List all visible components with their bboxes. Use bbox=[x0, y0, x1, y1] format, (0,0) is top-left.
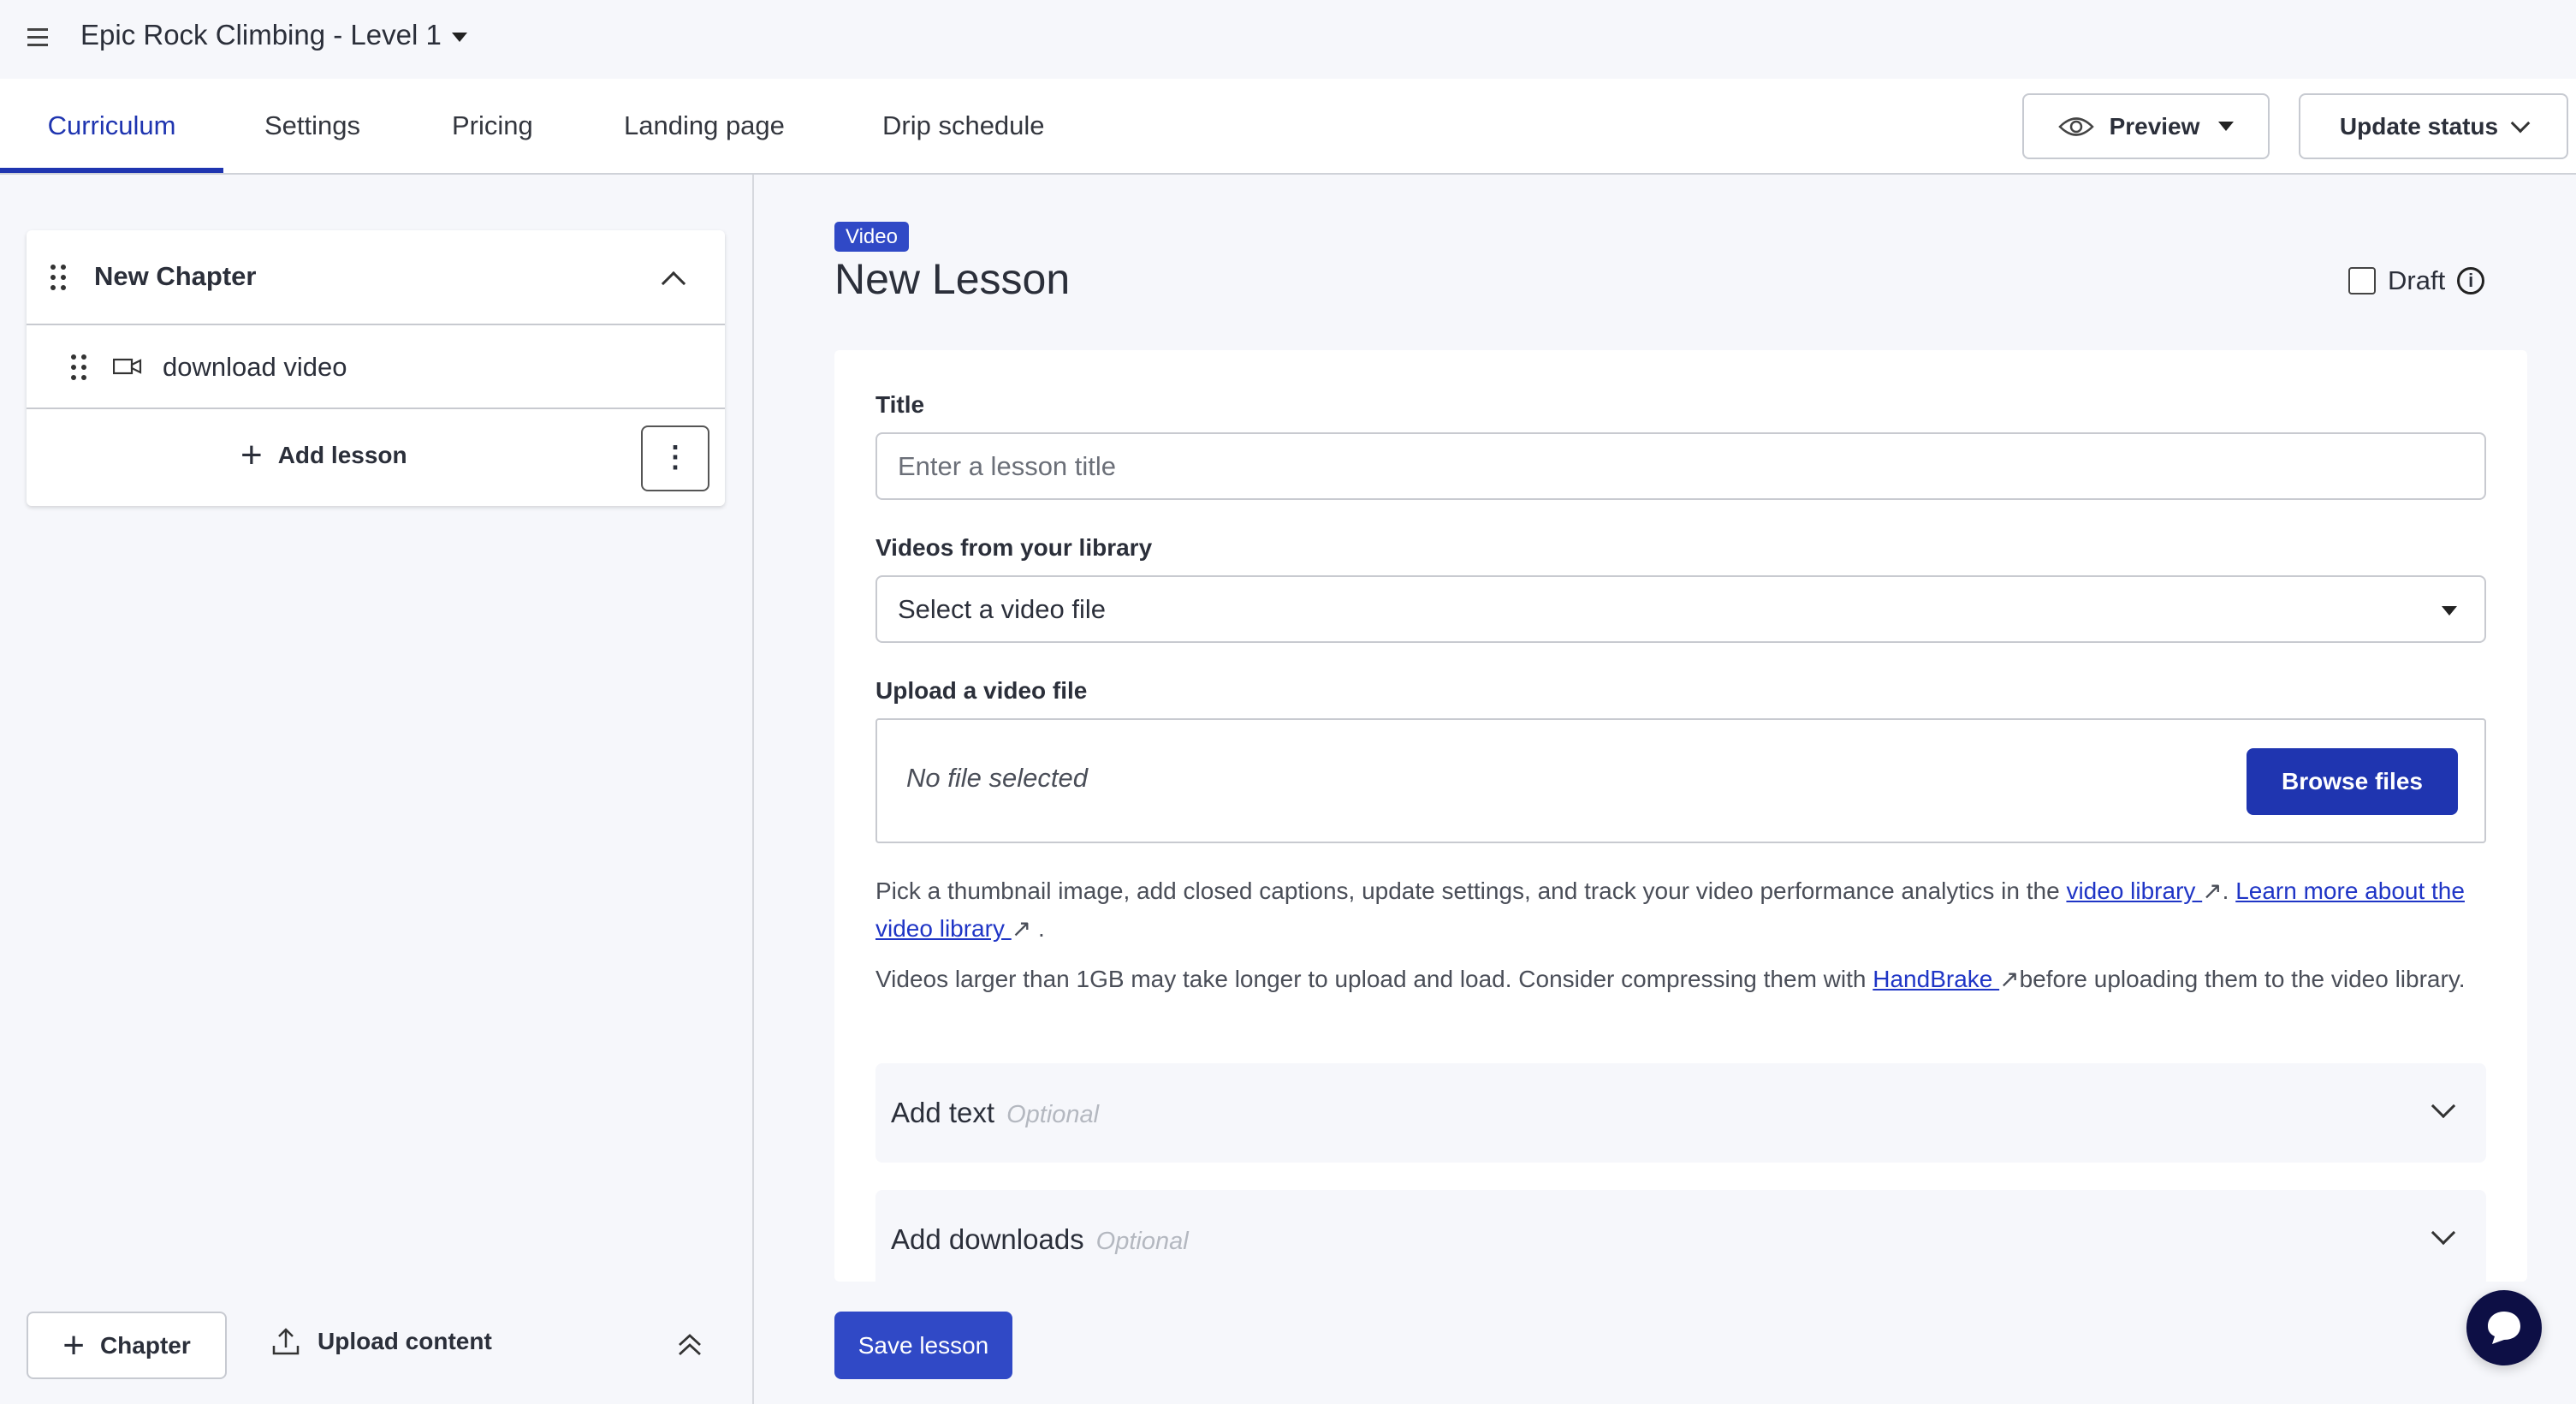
handbrake-link[interactable]: HandBrake bbox=[1873, 966, 2000, 992]
upload-content-button[interactable]: Upload content bbox=[271, 1327, 492, 1356]
chevron-up-icon[interactable] bbox=[661, 271, 686, 296]
title-input[interactable]: Enter a lesson title bbox=[875, 432, 2486, 500]
video-library-link[interactable]: video library bbox=[2066, 878, 2203, 904]
drag-handle-icon[interactable] bbox=[50, 265, 68, 290]
add-chapter-button[interactable]: + Chapter bbox=[27, 1312, 227, 1379]
tab-curriculum[interactable]: Curriculum bbox=[0, 79, 223, 173]
hamburger-menu-icon[interactable] bbox=[27, 28, 50, 47]
browse-files-button[interactable]: Browse files bbox=[2247, 748, 2458, 815]
external-link-icon: ↗ bbox=[1999, 966, 2020, 992]
course-selector[interactable]: Epic Rock Climbing - Level 1 bbox=[80, 19, 467, 51]
external-link-icon: ↗ bbox=[2202, 878, 2223, 904]
add-downloads-label: Add downloads bbox=[891, 1223, 1084, 1255]
file-size-help: Videos larger than 1GB may take longer t… bbox=[875, 966, 2466, 992]
add-text-accordion[interactable]: Add text Optional bbox=[875, 1063, 2486, 1163]
learn-more-link[interactable]: Learn more about the video library bbox=[875, 878, 2465, 942]
caret-down-icon bbox=[2442, 606, 2457, 616]
video-library-select[interactable]: Select a video file bbox=[875, 575, 2486, 643]
upload-label: Upload a video file bbox=[875, 677, 1088, 704]
add-lesson-row: + Add lesson ⋮ bbox=[27, 409, 725, 506]
update-status-button[interactable]: Update status bbox=[2299, 93, 2568, 159]
tab-drip-schedule[interactable]: Drip schedule bbox=[882, 110, 1045, 140]
chevron-down-icon bbox=[2431, 1093, 2456, 1119]
drag-handle-icon[interactable] bbox=[71, 354, 88, 380]
plus-icon: + bbox=[62, 1324, 85, 1366]
add-text-label: Add text bbox=[891, 1097, 995, 1128]
chapter-header[interactable]: New Chapter bbox=[27, 230, 725, 325]
add-lesson-label: Add lesson bbox=[277, 442, 407, 468]
chat-button[interactable] bbox=[2466, 1290, 2542, 1365]
info-icon[interactable]: i bbox=[2457, 267, 2485, 294]
lesson-title: download video bbox=[163, 352, 347, 382]
chevron-down-icon bbox=[2431, 1220, 2456, 1246]
top-bar: Epic Rock Climbing - Level 1 bbox=[0, 0, 2576, 79]
title-label: Title bbox=[875, 391, 925, 418]
tab-pricing[interactable]: Pricing bbox=[452, 110, 533, 140]
lesson-form: Title Enter a lesson title Videos from y… bbox=[834, 350, 2527, 1282]
upload-dropzone[interactable]: No file selected Browse files bbox=[875, 718, 2486, 843]
video-library-help: Pick a thumbnail image, add closed capti… bbox=[875, 878, 2465, 942]
tab-settings[interactable]: Settings bbox=[264, 110, 361, 140]
no-file-text: No file selected bbox=[906, 763, 1088, 793]
tab-bar: Curriculum Settings Pricing Landing page… bbox=[0, 79, 2576, 175]
more-options-button[interactable]: ⋮ bbox=[641, 425, 709, 491]
chapter-title: New Chapter bbox=[94, 261, 257, 291]
optional-tag: Optional bbox=[1095, 1228, 1189, 1255]
add-downloads-accordion[interactable]: Add downloads Optional bbox=[875, 1190, 2486, 1282]
preview-label: Preview bbox=[2109, 112, 2200, 140]
chevron-down-icon bbox=[2510, 113, 2531, 133]
upload-content-label: Upload content bbox=[318, 1328, 492, 1354]
chat-bubble-icon bbox=[2488, 1312, 2520, 1344]
select-value: Select a video file bbox=[898, 594, 1106, 624]
video-camera-icon bbox=[113, 358, 142, 375]
external-link-icon: ↗ bbox=[1011, 915, 1032, 942]
draft-checkbox[interactable] bbox=[2348, 267, 2376, 294]
add-lesson-button[interactable]: + Add lesson bbox=[240, 434, 407, 476]
double-chevron-up-icon[interactable] bbox=[676, 1331, 703, 1359]
lesson-item[interactable]: download video bbox=[27, 325, 725, 409]
upload-icon bbox=[272, 1328, 300, 1355]
update-status-label: Update status bbox=[2339, 112, 2499, 140]
save-lesson-button[interactable]: Save lesson bbox=[834, 1312, 1012, 1379]
draft-label: Draft bbox=[2388, 265, 2446, 295]
caret-down-icon bbox=[451, 32, 467, 42]
preview-button[interactable]: Preview bbox=[2022, 93, 2270, 159]
eye-icon bbox=[2057, 116, 2094, 136]
caret-down-icon bbox=[2218, 122, 2235, 131]
optional-tag: Optional bbox=[1006, 1101, 1100, 1128]
lesson-type-badge: Video bbox=[834, 222, 909, 252]
library-label: Videos from your library bbox=[875, 534, 1153, 561]
draft-toggle[interactable]: Draft i bbox=[2348, 265, 2485, 296]
plus-icon: + bbox=[240, 434, 263, 476]
chapter-card: New Chapter download video + Add lesson ⋮ bbox=[27, 230, 725, 506]
tab-landing-page[interactable]: Landing page bbox=[624, 110, 785, 140]
lesson-heading: New Lesson bbox=[834, 255, 1071, 303]
course-title: Epic Rock Climbing - Level 1 bbox=[80, 19, 442, 51]
curriculum-sidebar bbox=[0, 175, 754, 1404]
add-chapter-label: Chapter bbox=[99, 1331, 191, 1359]
